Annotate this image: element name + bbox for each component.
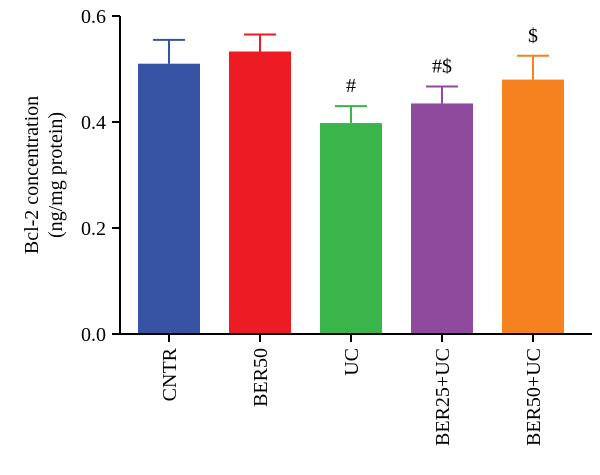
x-tick-labels-layer: CNTR BER50 UC BER25+UC BER50+UC — [159, 347, 545, 446]
y-tick-label: 0.6 — [81, 6, 106, 28]
error-bars-layer — [153, 33, 549, 124]
error-bar-cntr — [153, 38, 185, 64]
annotation-ber50-uc: $ — [528, 25, 538, 47]
annotation-uc: # — [346, 75, 356, 97]
error-bar-ber50 — [244, 33, 276, 52]
error-bar-ber25-uc — [426, 85, 458, 104]
x-tick-label-ber50: BER50 — [250, 348, 272, 407]
bar-cntr — [138, 63, 200, 334]
x-tick-label-ber25-uc: BER25+UC — [432, 348, 454, 446]
bars-layer — [138, 51, 564, 334]
error-bar-ber50-uc — [517, 54, 549, 80]
y-axis-title-line-1: Bcl-2 concentration — [21, 96, 43, 254]
y-axis-title-line-2: (ng/mg protein) — [45, 112, 67, 238]
y-tick-label: 0.0 — [81, 324, 106, 346]
bar-ber50-uc — [502, 79, 564, 334]
x-tick-label-cntr: CNTR — [159, 347, 181, 401]
axes-layer — [119, 16, 592, 342]
bar-uc — [320, 123, 382, 334]
y-tick-label: 0.2 — [81, 218, 106, 240]
error-bar-uc — [335, 105, 367, 124]
x-tick-label-ber50-uc: BER50+UC — [523, 348, 545, 446]
x-tick-label-uc: UC — [341, 348, 363, 376]
y-tick-label: 0.4 — [81, 112, 106, 134]
bar-ber25-uc — [411, 103, 473, 334]
annotations-layer: # #$ $ — [346, 25, 538, 97]
annotation-ber25-uc: #$ — [432, 55, 452, 77]
y-axis-title: Bcl-2 concentration (ng/mg protein) — [21, 96, 67, 254]
bar-ber50 — [229, 51, 291, 334]
y-ticks-layer: 0.0 0.2 0.4 0.6 — [81, 6, 120, 346]
